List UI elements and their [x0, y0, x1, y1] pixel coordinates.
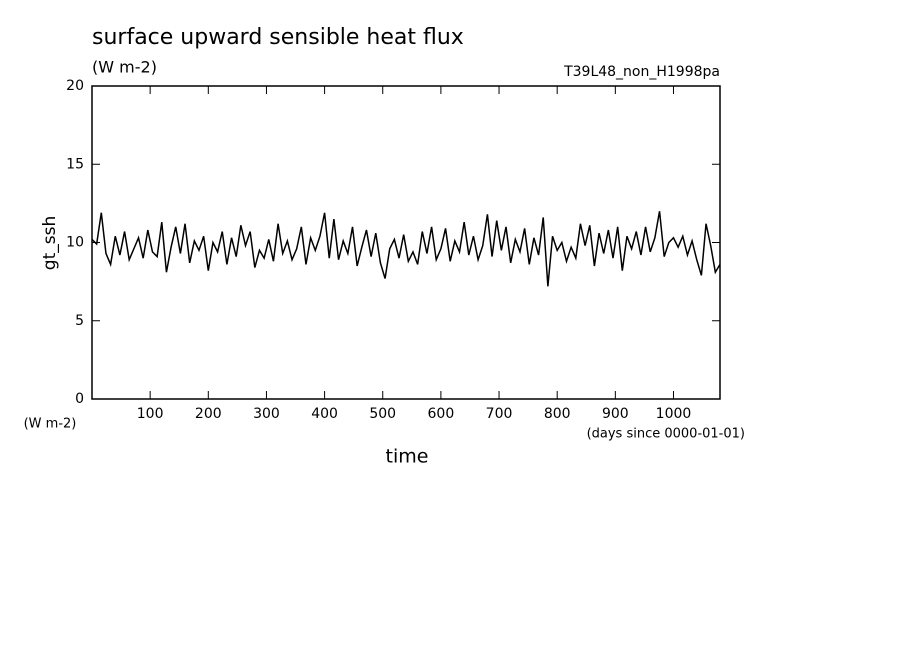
- y-tick-label: 0: [75, 391, 84, 407]
- y-tick-label: 20: [66, 78, 84, 94]
- y-tick-label: 15: [66, 156, 84, 172]
- x-tick-label: 400: [311, 406, 338, 422]
- y-tick-label: 5: [75, 313, 84, 329]
- y-axis-label: gt_ssh: [40, 216, 60, 270]
- y-axis-units: (W m-2): [24, 417, 77, 432]
- x-tick-label: 900: [602, 406, 629, 422]
- annotation: T39L48_non_H1998pa: [563, 64, 720, 80]
- chart-title: surface upward sensible heat flux: [92, 25, 464, 50]
- x-axis-units: (days since 0000-01-01): [587, 427, 745, 442]
- x-axis-label: time: [386, 446, 429, 468]
- x-tick-label: 1000: [656, 406, 692, 422]
- y-tick-label: 10: [66, 235, 84, 251]
- chart-subtitle: (W m-2): [92, 58, 157, 77]
- x-tick-label: 300: [253, 406, 280, 422]
- data-line: [91, 211, 721, 287]
- x-tick-label: 200: [195, 406, 222, 422]
- x-tick-label: 100: [137, 406, 164, 422]
- x-tick-label: 500: [369, 406, 396, 422]
- x-tick-label: 600: [428, 406, 455, 422]
- x-tick-label: 800: [544, 406, 571, 422]
- x-tick-label: 700: [486, 406, 513, 422]
